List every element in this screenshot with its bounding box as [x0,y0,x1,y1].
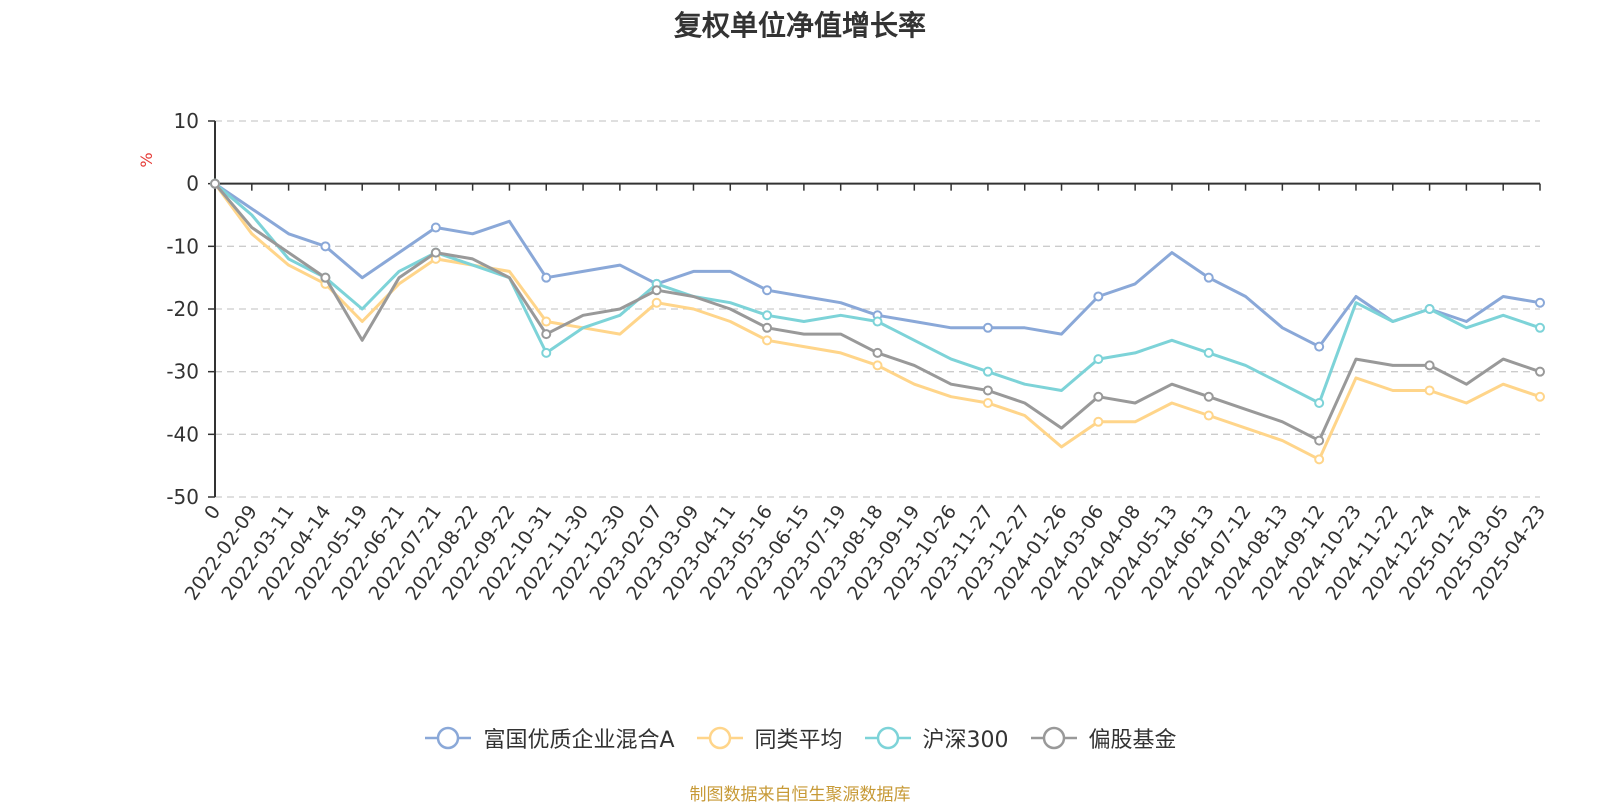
legend-item[interactable]: 偏股基金 [1029,722,1177,754]
series-point [1535,391,1545,402]
series-point [651,285,662,296]
series-point [1203,410,1214,421]
series-point [1314,435,1325,446]
series-point [651,297,662,308]
series-point [1093,391,1104,402]
legend-swatch-icon [864,726,911,750]
legend-item[interactable]: 富国优质企业混合A [423,722,675,754]
series-point [430,222,441,233]
series-point [1093,416,1104,427]
series-point [762,310,773,321]
series-point [1424,360,1435,371]
series-point [1314,398,1325,408]
legend-swatch-icon [425,726,472,750]
legend-swatch-marker [708,726,731,750]
y-tick-label: -10 [166,234,199,258]
legend-swatch-marker [876,726,899,750]
series-point [541,272,552,283]
series-point [541,347,552,358]
legend: 富国优质企业混合A 同类平均 沪深300 偏股基金 [0,722,1600,754]
source-note: 制图数据来自恒生聚源数据库 [689,785,911,805]
legend-swatch-icon [1030,726,1077,750]
series-point [1535,322,1545,333]
grid-lines [215,120,1540,498]
legend-swatch-marker [437,726,460,750]
series-point [1314,341,1325,352]
series-point [320,241,331,252]
series-point [1535,297,1545,308]
y-tick-label: -50 [166,485,199,509]
y-tick-label: 10 [174,109,199,133]
series-point [320,272,331,283]
series-point [762,322,773,333]
chart-title: 复权单位净值增长率 [673,9,926,42]
y-tick-label: -20 [166,297,199,321]
series-point [1314,454,1325,465]
y-tick-label: -40 [166,422,199,446]
y-tick-label: -30 [166,360,199,384]
series-point [541,316,552,327]
series-point [1093,291,1104,302]
series-point [210,178,220,189]
legend-swatch-marker [1042,726,1065,750]
series-point [762,335,773,346]
series-point [982,398,993,408]
series-point [1093,354,1104,365]
legend-label: 偏股基金 [1088,728,1177,753]
x-tick-labels: 02022-02-092022-03-112022-04-142022-05-1… [181,501,1551,604]
series-point [1424,304,1435,314]
series-point [872,316,883,327]
series-point [982,322,993,333]
legend-label: 富国优质企业混合A [483,728,675,753]
series-point [982,366,993,377]
legend-item[interactable]: 沪深300 [863,722,1009,754]
x-tick-label: 0 [200,501,225,524]
series-point [541,329,552,340]
legend-label: 同类平均 [754,728,843,753]
series-point [1203,347,1214,358]
legend-label: 沪深300 [922,728,1009,753]
series-point [982,385,993,396]
series-point [872,347,883,358]
series-point [1203,391,1214,402]
series-point [1535,366,1545,377]
y-tick-labels: 10 0 -10 -20 -30 -40 -50 [166,109,199,509]
y-axis-label: % [137,152,156,167]
series-point [430,247,441,258]
legend-item[interactable]: 同类平均 [695,722,843,754]
series-lines [210,178,1545,465]
y-tick-label: 0 [186,172,199,196]
legend-swatch-icon [696,726,743,750]
series-point [1203,272,1214,283]
series-point [872,360,883,371]
series-point [762,285,773,296]
series-point [1424,385,1435,396]
